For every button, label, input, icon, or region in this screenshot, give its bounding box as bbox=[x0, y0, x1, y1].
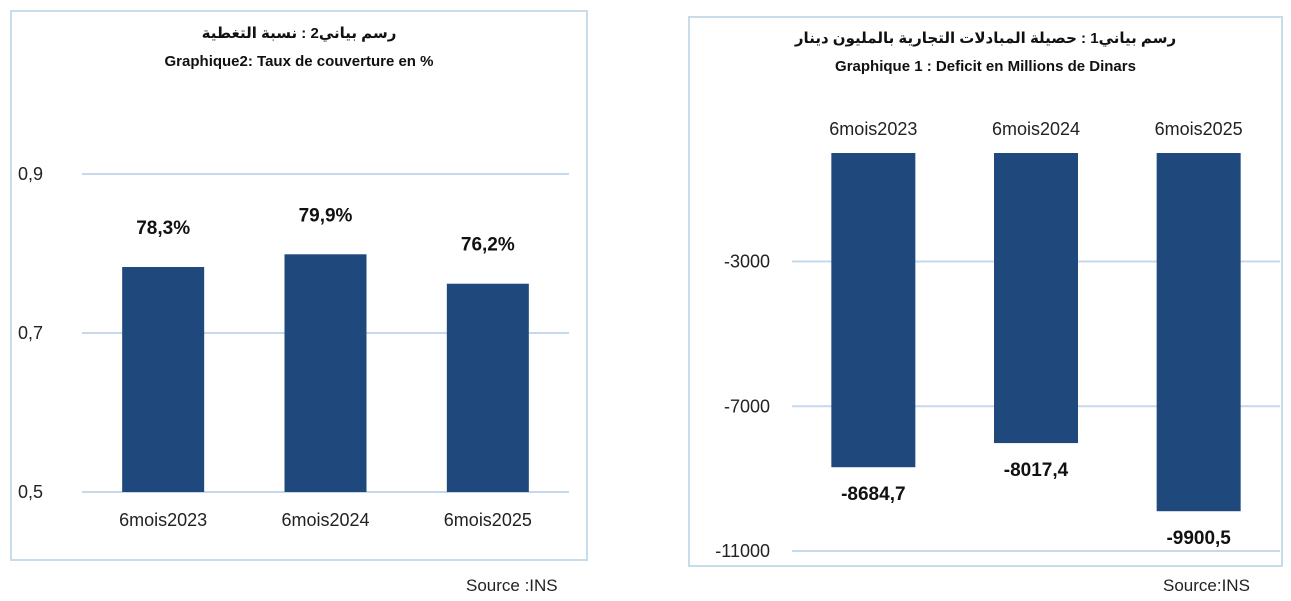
bar bbox=[831, 153, 916, 468]
data-label: 78,3% bbox=[136, 218, 190, 239]
category-label: 6mois2024 bbox=[281, 510, 369, 530]
data-label: -9900,5 bbox=[1166, 528, 1231, 549]
y-tick-label: -3000 bbox=[724, 252, 770, 272]
data-label: 76,2% bbox=[461, 235, 515, 256]
trade-deficit-chart: -11000 -7000 -3000 -8684,7 6mois2023 -8017,4 6… bbox=[715, 119, 1280, 561]
chart-title-arabic: رسم بياني2 : نسبة التغطية bbox=[201, 25, 397, 42]
bar bbox=[446, 283, 529, 492]
chart-title: Graphique2: Taux de couverture en % bbox=[164, 53, 434, 70]
bar bbox=[1156, 153, 1241, 512]
category-label: 6mois2023 bbox=[829, 119, 917, 139]
data-label: -8017,4 bbox=[1004, 460, 1069, 481]
category-label: 6mois2024 bbox=[992, 119, 1080, 139]
bar bbox=[284, 254, 367, 492]
category-label: 6mois2025 bbox=[1155, 119, 1243, 139]
y-tick-label: 0,7 bbox=[18, 323, 43, 343]
data-label: 79,9% bbox=[299, 205, 353, 226]
coverage-rate-panel: رسم بياني2 : نسبة التغطية Graphique2: Ta… bbox=[10, 10, 588, 561]
y-tick-label: 0,5 bbox=[18, 482, 43, 502]
source-note: Source :INS bbox=[466, 576, 558, 595]
bar bbox=[994, 153, 1078, 444]
y-tick-label: -11000 bbox=[715, 541, 770, 561]
trade-deficit-panel: رسم بياني1 : حصيلة المبادلات التجارية با… bbox=[688, 16, 1283, 567]
bar bbox=[122, 267, 205, 492]
chart-title-arabic: رسم بياني1 : حصيلة المبادلات التجارية با… bbox=[794, 30, 1177, 47]
y-tick-label: -7000 bbox=[724, 396, 770, 416]
data-label: -8684,7 bbox=[841, 484, 905, 505]
chart-title: Graphique 1 : Deficit en Millions de Din… bbox=[835, 58, 1136, 75]
y-tick-label: 0,9 bbox=[18, 164, 43, 184]
category-label: 6mois2023 bbox=[119, 510, 207, 530]
coverage-rate-chart: 0,5 0,7 0,9 78,3% 6mois2023 79,9% 6mois2024 76,… bbox=[18, 164, 569, 530]
source-note: Source:INS bbox=[1163, 576, 1250, 595]
category-label: 6mois2025 bbox=[444, 510, 532, 530]
